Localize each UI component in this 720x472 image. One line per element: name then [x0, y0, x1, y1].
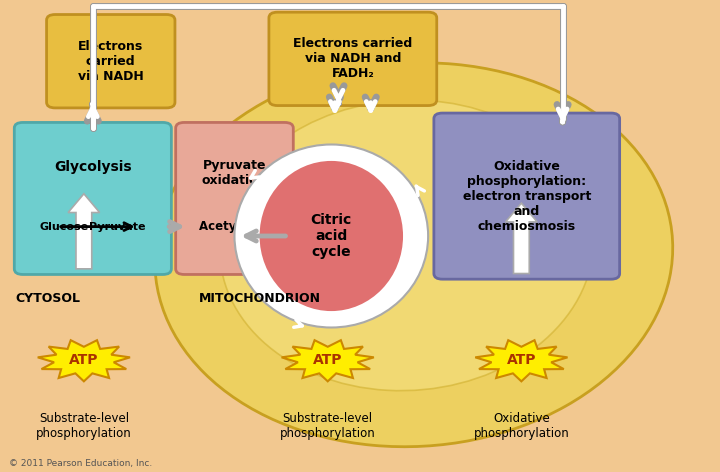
Text: Pyruvate: Pyruvate	[89, 222, 146, 232]
Ellipse shape	[235, 144, 428, 328]
Ellipse shape	[155, 63, 672, 447]
Text: Electrons
carried
via NADH: Electrons carried via NADH	[78, 40, 144, 83]
FancyArrow shape	[68, 194, 99, 269]
Text: Oxidative
phosphorylation:
electron transport
and
chemiosmosis: Oxidative phosphorylation: electron tran…	[462, 160, 591, 233]
FancyBboxPatch shape	[47, 15, 175, 108]
Polygon shape	[37, 340, 130, 381]
Text: Pyruvate
oxidation: Pyruvate oxidation	[202, 159, 267, 187]
Text: Electrons carried
via NADH and
FADH₂: Electrons carried via NADH and FADH₂	[293, 37, 413, 80]
Polygon shape	[475, 340, 567, 381]
Text: Citric
acid
cycle: Citric acid cycle	[311, 213, 352, 259]
Text: © 2011 Pearson Education, Inc.: © 2011 Pearson Education, Inc.	[9, 459, 152, 468]
Text: ATP: ATP	[507, 354, 536, 367]
Ellipse shape	[260, 161, 403, 311]
Text: Substrate-level
phosphorylation: Substrate-level phosphorylation	[36, 412, 132, 440]
FancyBboxPatch shape	[269, 12, 437, 106]
FancyArrow shape	[312, 194, 343, 269]
Text: ATP: ATP	[69, 354, 99, 367]
Text: ATP: ATP	[313, 354, 343, 367]
FancyBboxPatch shape	[434, 113, 620, 279]
Text: Glucose: Glucose	[40, 222, 89, 232]
Text: Acetyl CoA: Acetyl CoA	[199, 220, 270, 233]
Text: CYTOSOL: CYTOSOL	[16, 292, 81, 305]
FancyArrow shape	[505, 203, 537, 274]
FancyBboxPatch shape	[176, 122, 293, 275]
Ellipse shape	[220, 100, 593, 391]
Text: Glycolysis: Glycolysis	[54, 160, 132, 175]
Text: Oxidative
phosphorylation: Oxidative phosphorylation	[474, 412, 570, 440]
Text: MITOCHONDRION: MITOCHONDRION	[199, 292, 320, 305]
Polygon shape	[282, 340, 374, 381]
FancyBboxPatch shape	[14, 122, 171, 275]
Text: Substrate-level
phosphorylation: Substrate-level phosphorylation	[280, 412, 376, 440]
